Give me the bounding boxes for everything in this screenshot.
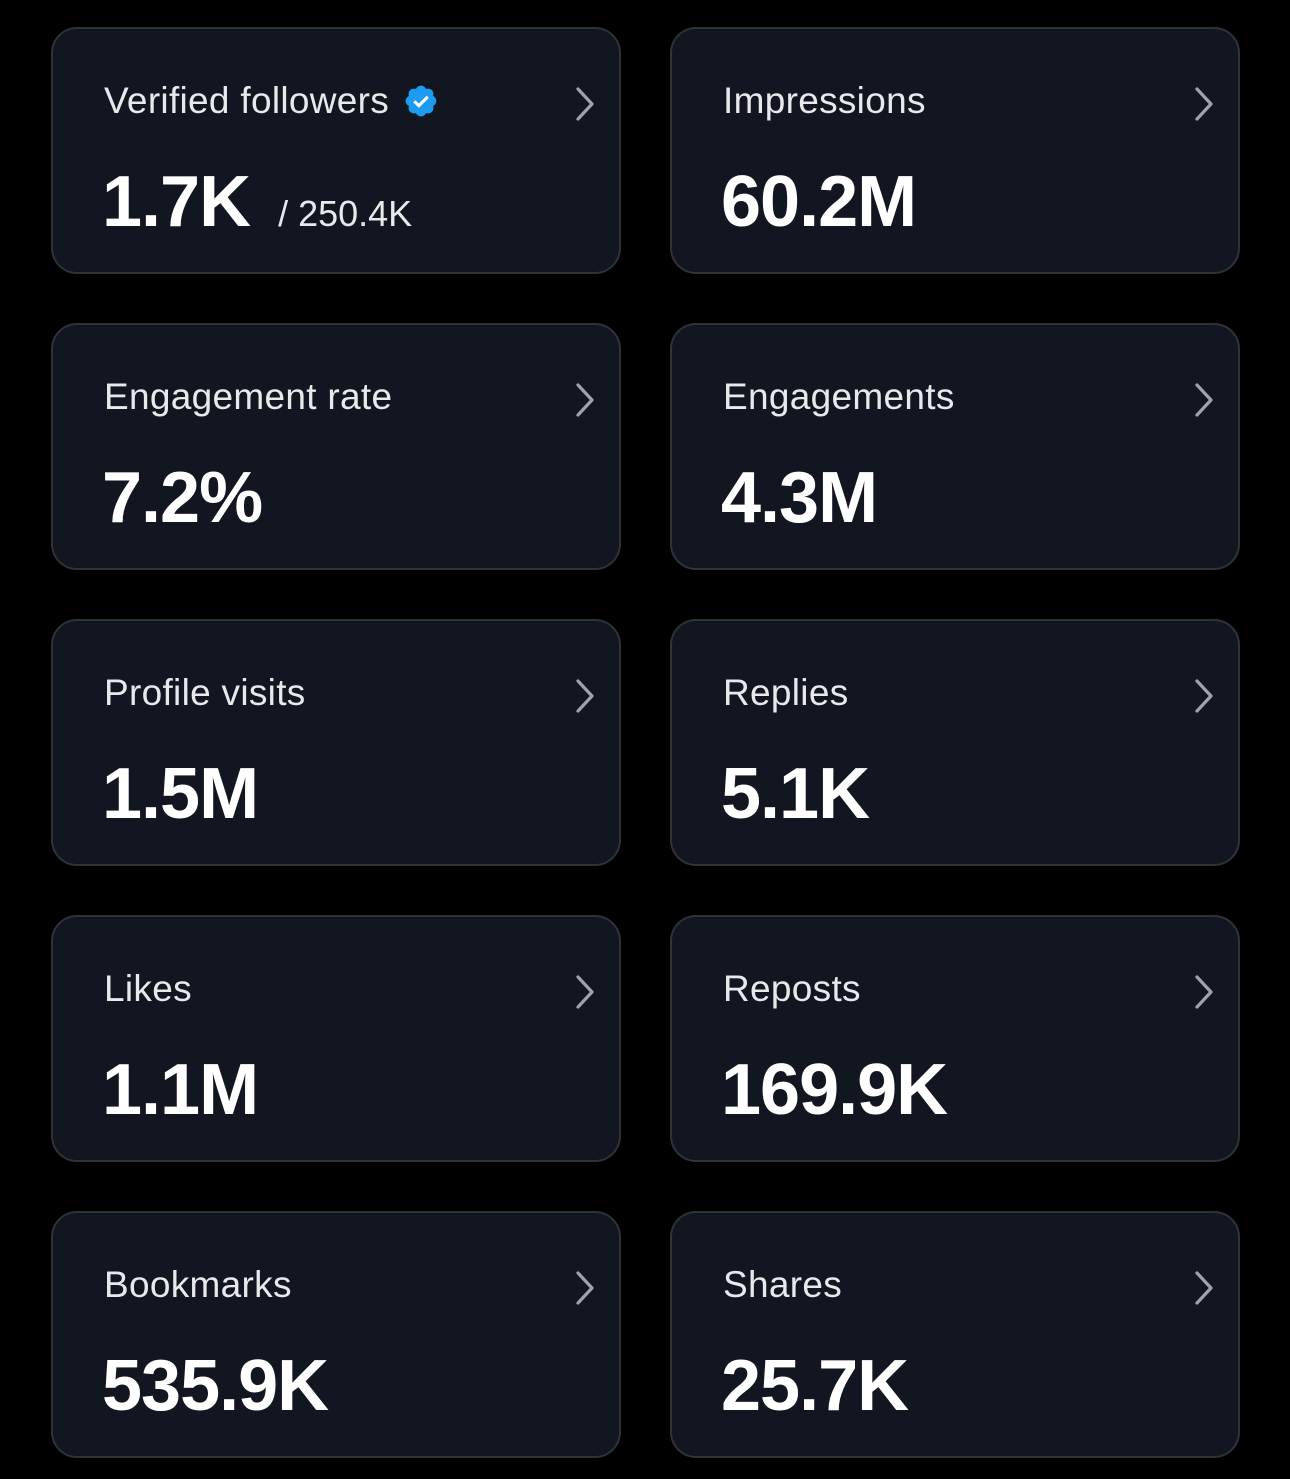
metric-value-row: 1.1M [102,1050,259,1130]
chevron-right-icon [1195,1271,1213,1305]
chevron-right-icon [576,679,594,713]
metric-title: Reposts [723,968,861,1009]
metric-title-row: Engagements [723,375,955,419]
metric-title: Shares [723,1264,843,1305]
chevron-right-icon [576,1271,594,1305]
metric-value: 25.7K [721,1346,909,1426]
metric-card-impressions[interactable]: Impressions 60.2M [670,27,1240,274]
metric-card-replies[interactable]: Replies 5.1K [670,619,1240,866]
metric-title: Likes [104,968,192,1009]
metric-value: 169.9K [721,1050,948,1130]
metric-value-row: 1.7K / 250.4K [102,162,412,242]
metric-value: 60.2M [721,162,917,242]
metric-card-reposts[interactable]: Reposts 169.9K [670,915,1240,1162]
metric-title-row: Shares [723,1263,842,1307]
metric-total-value: / 250.4K [278,193,413,234]
metric-value: 5.1K [721,754,870,834]
metric-value-row: 535.9K [102,1346,329,1426]
verified-badge-icon [405,85,437,117]
metric-title-row: Bookmarks [104,1263,292,1307]
metric-card-verified-followers[interactable]: Verified followers 1.7K / 250.4K [51,27,621,274]
metric-value-row: 169.9K [721,1050,948,1130]
chevron-right-icon [576,87,594,121]
metric-card-profile-visits[interactable]: Profile visits 1.5M [51,619,621,866]
metric-card-likes[interactable]: Likes 1.1M [51,915,621,1162]
metric-title: Verified followers [104,80,390,121]
metric-title-row: Likes [104,967,192,1011]
metric-value: 1.5M [102,754,259,834]
metrics-grid: Verified followers 1.7K / 250.4K Impress… [51,27,1240,1458]
metric-title: Replies [723,672,849,713]
chevron-right-icon [1195,679,1213,713]
metric-card-engagement-rate[interactable]: Engagement rate 7.2% [51,323,621,570]
metric-value: 1.7K [102,162,251,242]
metric-title-row: Profile visits [104,671,306,715]
metric-value-row: 1.5M [102,754,259,834]
metric-title-row: Impressions [723,79,926,123]
metric-value: 7.2% [102,458,263,538]
chevron-right-icon [576,383,594,417]
metric-title: Profile visits [104,672,306,713]
metric-title: Engagements [723,376,955,417]
chevron-right-icon [576,975,594,1009]
metric-title-row: Replies [723,671,849,715]
metric-value-row: 4.3M [721,458,878,538]
metric-title: Impressions [723,80,926,121]
metric-card-shares[interactable]: Shares 25.7K [670,1211,1240,1458]
metric-title-row: Verified followers [104,79,439,123]
chevron-right-icon [1195,87,1213,121]
metric-value-row: 7.2% [102,458,263,538]
metric-card-engagements[interactable]: Engagements 4.3M [670,323,1240,570]
chevron-right-icon [1195,975,1213,1009]
metric-title: Bookmarks [104,1264,292,1305]
metric-title: Engagement rate [104,376,393,417]
metric-card-bookmarks[interactable]: Bookmarks 535.9K [51,1211,621,1458]
metric-value-row: 5.1K [721,754,870,834]
metric-title-row: Reposts [723,967,861,1011]
metric-title-row: Engagement rate [104,375,392,419]
chevron-right-icon [1195,383,1213,417]
metric-value: 4.3M [721,458,878,538]
metric-value: 1.1M [102,1050,259,1130]
metric-value-row: 25.7K [721,1346,909,1426]
metric-value: 535.9K [102,1346,329,1426]
metric-value-row: 60.2M [721,162,917,242]
